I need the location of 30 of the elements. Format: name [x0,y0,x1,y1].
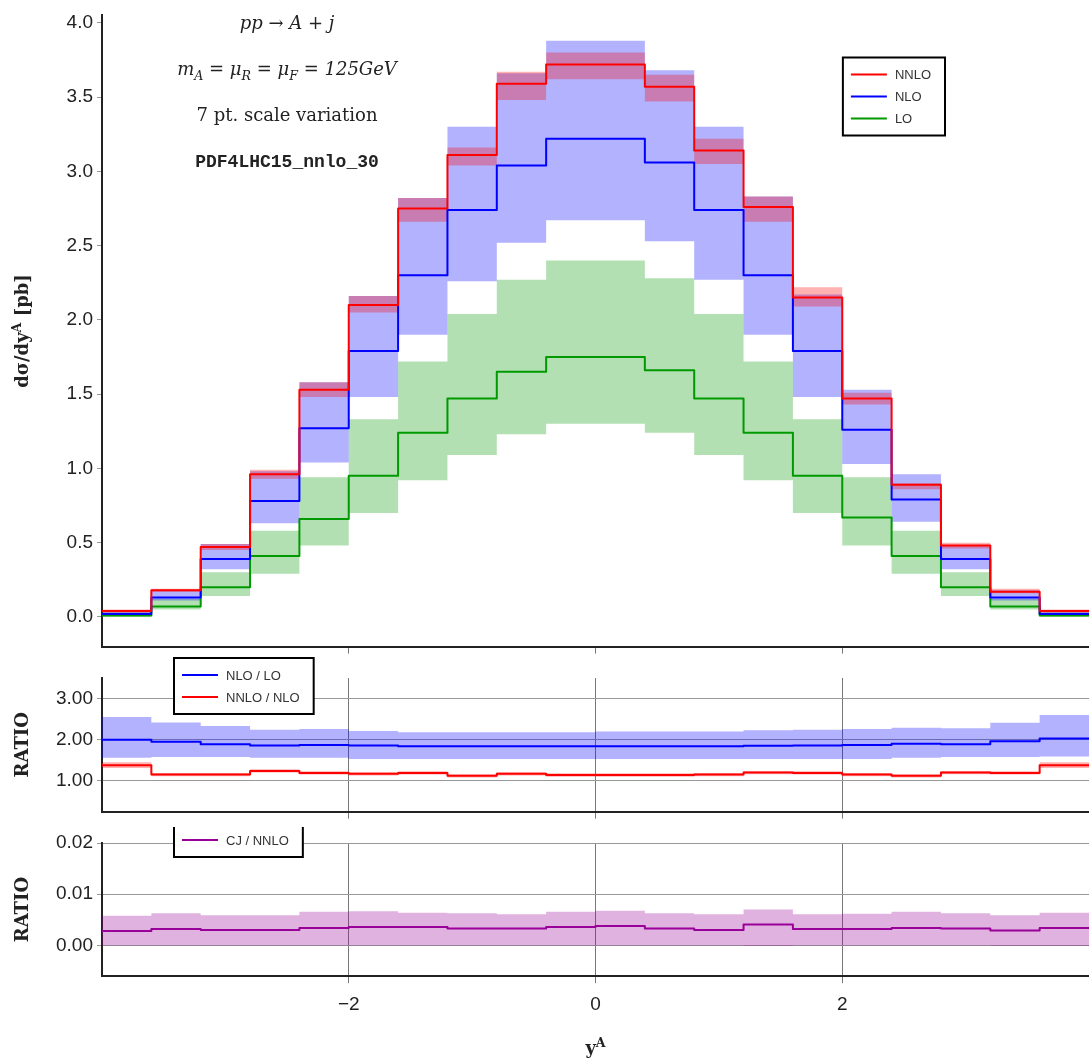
legend-label: NNLO / NLO [226,689,300,705]
y-tick-label: 0.00 [56,933,93,955]
y-tick-label: 0.01 [56,882,93,904]
y-tick-label: 3.5 [66,85,93,107]
y-tick-label: 3.00 [56,686,93,708]
annotation: PDF4LHC15_nnlo_30 [195,152,379,173]
annotation: 7 pt. scale variation [196,104,378,126]
y-tick-label: 1.5 [66,382,93,404]
legend-label: NLO / LO [226,667,281,683]
legend-label: LO [894,110,913,126]
legend-label: NNLO [894,66,932,82]
y-tick-label: 2.00 [56,727,93,749]
x-tick-label: 2 [836,992,848,1014]
y-tick-label: 0.02 [56,831,93,853]
y-tick-label: 1.0 [66,456,93,478]
y-axis-title: RATIO [11,876,32,943]
legend-label: CJ / NNLO [226,832,289,848]
annotation: pp → A + j [239,12,335,34]
x-tick-label: 0 [590,992,601,1014]
y-axis-title: dσ/dyA [pb] [8,274,32,388]
y-tick-label: 2.0 [66,308,93,330]
y-tick-label: 3.0 [66,159,93,181]
y-tick-label: 4.0 [66,11,93,33]
y-tick-label: 0.0 [66,605,93,627]
y-tick-label: 0.5 [66,530,93,552]
y-tick-label: 2.5 [66,233,93,255]
x-tick-label: −2 [337,992,360,1014]
legend-label: NLO [894,88,922,104]
y-axis-title: RATIO [11,712,32,778]
y-tick-label: 1.00 [56,769,93,790]
